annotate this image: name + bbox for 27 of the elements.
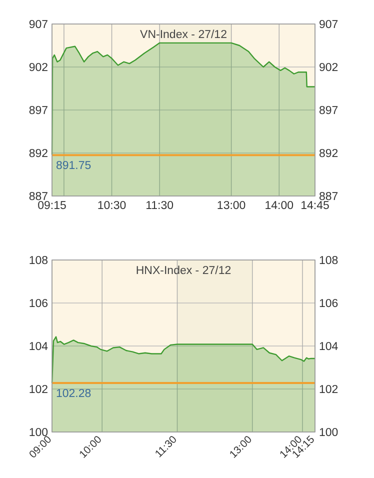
y2-tick-label: 897 <box>319 105 338 117</box>
chart-title: VN-Index - 27/12 <box>140 29 227 41</box>
x-tick-label: 14:00 <box>264 200 294 212</box>
y-tick-label: 892 <box>28 148 48 160</box>
y2-tick-label: 907 <box>319 19 338 31</box>
y-tick-label: 902 <box>28 62 48 74</box>
x-tick-label: 11:30 <box>146 200 174 212</box>
y2-tick-label: 892 <box>319 148 338 160</box>
x-tick-label: 14:45 <box>300 200 330 212</box>
y2-tick-label: 100 <box>319 427 338 439</box>
y2-tick-label: 104 <box>319 341 339 353</box>
y-tick-label: 106 <box>28 298 48 310</box>
chart-title: HNX-Index - 27/12 <box>136 265 232 277</box>
y2-tick-label: 902 <box>319 62 338 74</box>
x-tick-label: 09:15 <box>38 200 66 212</box>
ref-line-label: 102.28 <box>56 388 92 400</box>
y-tick-label: 102 <box>28 384 48 396</box>
y-tick-label: 104 <box>28 341 49 353</box>
y-tick-label: 108 <box>28 255 48 267</box>
x-tick-label: 13:00 <box>216 200 246 212</box>
y-tick-label: 897 <box>28 105 48 117</box>
y2-tick-label: 102 <box>319 384 338 396</box>
y-tick-label: 907 <box>28 19 48 31</box>
y2-tick-label: 108 <box>319 255 338 267</box>
x-tick-label: 10:30 <box>97 200 126 212</box>
ref-line-label: 891.75 <box>56 160 92 172</box>
y2-tick-label: 106 <box>319 298 338 310</box>
